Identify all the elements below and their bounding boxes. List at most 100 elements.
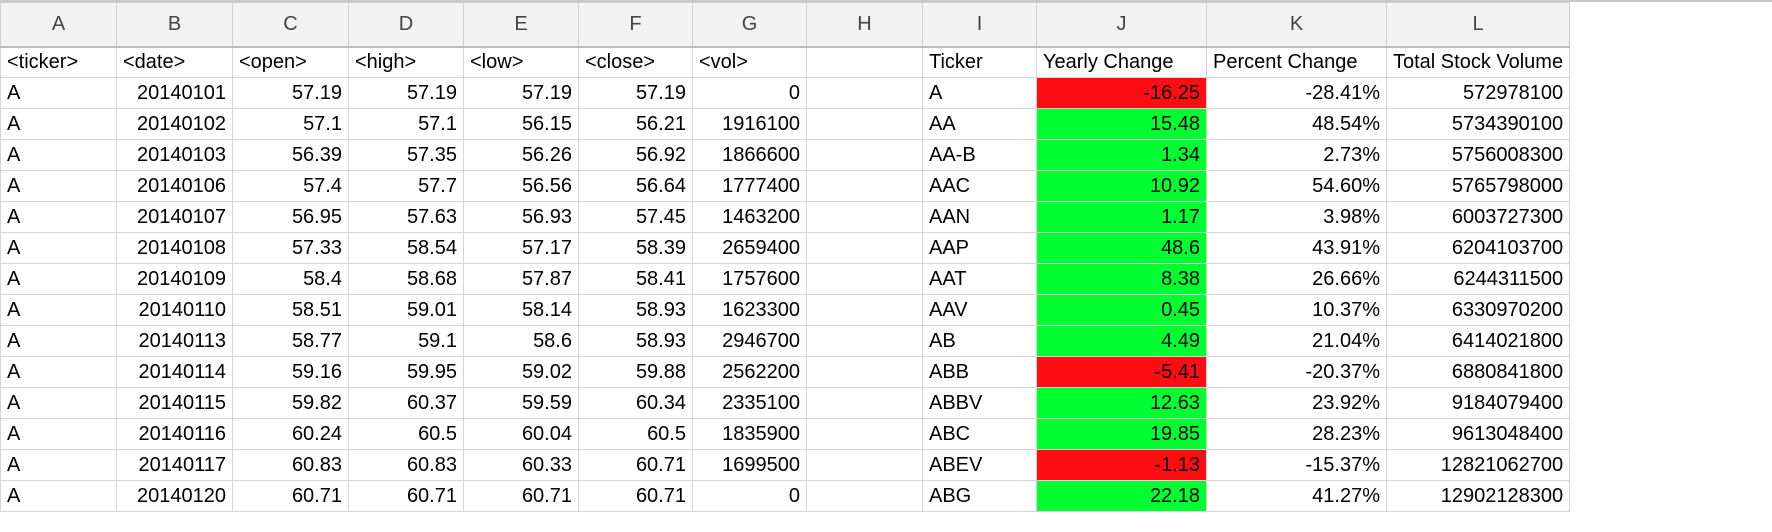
cell-high[interactable]: 57.19 [348, 77, 464, 109]
cell-low[interactable]: 56.26 [463, 139, 579, 171]
cell-total-volume[interactable]: 9184079400 [1385, 387, 1571, 419]
cell-percent-change[interactable]: 43.91% [1206, 232, 1387, 264]
cell-low[interactable]: 59.02 [463, 356, 579, 388]
cell-percent-change[interactable]: 2.73% [1206, 139, 1387, 171]
cell-date[interactable]: 20140113 [116, 325, 233, 357]
cell-low[interactable]: 58.6 [463, 325, 579, 357]
cell-summary-ticker[interactable]: AAV [922, 294, 1037, 326]
cell-high[interactable]: 59.1 [348, 325, 464, 357]
cell-empty[interactable] [806, 139, 923, 171]
cell-yearly-change[interactable]: 19.85 [1036, 418, 1207, 450]
cell-empty[interactable] [806, 201, 923, 233]
cell-percent-change[interactable]: 54.60% [1206, 170, 1387, 202]
cell-close[interactable]: 58.41 [578, 263, 693, 295]
cell-high[interactable]: 57.7 [348, 170, 464, 202]
cell-yearly-change[interactable]: -16.25 [1036, 77, 1207, 109]
cell-total-volume[interactable]: 12821062700 [1385, 449, 1571, 481]
cell-summary-ticker[interactable]: AA [922, 108, 1037, 140]
column-header-h[interactable]: H [806, 2, 923, 48]
cell-total-volume[interactable]: 6880841800 [1385, 356, 1571, 388]
cell-total-volume[interactable]: 5734390100 [1385, 108, 1571, 140]
cell-summary-ticker[interactable]: AAC [922, 170, 1037, 202]
column-header-i[interactable]: I [922, 2, 1037, 48]
cell-high[interactable]: 60.71 [348, 480, 464, 512]
cell-vol[interactable]: 2335100 [692, 387, 807, 419]
cell-summary-ticker[interactable]: AA-B [922, 139, 1037, 171]
cell-yearly-change[interactable]: -5.41 [1036, 356, 1207, 388]
cell-percent-change[interactable]: 21.04% [1206, 325, 1387, 357]
column-header-d[interactable]: D [348, 2, 464, 48]
cell-total-volume[interactable]: 9613048400 [1385, 418, 1571, 450]
cell-high[interactable]: 57.35 [348, 139, 464, 171]
header-cell-b[interactable]: <date> [116, 46, 233, 78]
cell-close[interactable]: 60.34 [578, 387, 693, 419]
column-header-k[interactable]: K [1206, 2, 1387, 48]
column-header-e[interactable]: E [463, 2, 579, 48]
cell-open[interactable]: 57.4 [232, 170, 349, 202]
cell-ticker[interactable]: A [0, 232, 117, 264]
cell-vol[interactable]: 1866600 [692, 139, 807, 171]
cell-close[interactable]: 60.5 [578, 418, 693, 450]
cell-yearly-change[interactable]: 1.17 [1036, 201, 1207, 233]
cell-low[interactable]: 59.59 [463, 387, 579, 419]
header-cell-d[interactable]: <high> [348, 46, 464, 78]
cell-yearly-change[interactable]: 15.48 [1036, 108, 1207, 140]
cell-summary-ticker[interactable]: A [922, 77, 1037, 109]
cell-close[interactable]: 56.64 [578, 170, 693, 202]
cell-ticker[interactable]: A [0, 356, 117, 388]
cell-close[interactable]: 57.45 [578, 201, 693, 233]
cell-low[interactable]: 56.93 [463, 201, 579, 233]
cell-summary-ticker[interactable]: AB [922, 325, 1037, 357]
cell-open[interactable]: 59.16 [232, 356, 349, 388]
cell-yearly-change[interactable]: 8.38 [1036, 263, 1207, 295]
cell-total-volume[interactable]: 6414021800 [1385, 325, 1571, 357]
cell-total-volume[interactable]: 6003727300 [1385, 201, 1571, 233]
column-header-c[interactable]: C [232, 2, 349, 48]
cell-summary-ticker[interactable]: ABG [922, 480, 1037, 512]
cell-vol[interactable]: 2946700 [692, 325, 807, 357]
cell-date[interactable]: 20140114 [116, 356, 233, 388]
cell-total-volume[interactable]: 5765798000 [1385, 170, 1571, 202]
column-header-a[interactable]: A [0, 2, 117, 48]
cell-open[interactable]: 56.39 [232, 139, 349, 171]
cell-yearly-change[interactable]: -1.13 [1036, 449, 1207, 481]
cell-empty[interactable] [806, 356, 923, 388]
cell-percent-change[interactable]: 10.37% [1206, 294, 1387, 326]
cell-summary-ticker[interactable]: ABBV [922, 387, 1037, 419]
cell-vol[interactable]: 1699500 [692, 449, 807, 481]
cell-empty[interactable] [806, 170, 923, 202]
cell-summary-ticker[interactable]: ABB [922, 356, 1037, 388]
cell-high[interactable]: 58.68 [348, 263, 464, 295]
cell-high[interactable]: 58.54 [348, 232, 464, 264]
cell-vol[interactable]: 2659400 [692, 232, 807, 264]
cell-close[interactable]: 56.92 [578, 139, 693, 171]
cell-low[interactable]: 60.33 [463, 449, 579, 481]
cell-ticker[interactable]: A [0, 418, 117, 450]
cell-date[interactable]: 20140108 [116, 232, 233, 264]
cell-date[interactable]: 20140110 [116, 294, 233, 326]
cell-date[interactable]: 20140106 [116, 170, 233, 202]
header-cell-f[interactable]: <close> [578, 46, 693, 78]
cell-empty[interactable] [806, 294, 923, 326]
header-cell-h[interactable] [806, 46, 923, 78]
cell-close[interactable]: 57.19 [578, 77, 693, 109]
cell-yearly-change[interactable]: 12.63 [1036, 387, 1207, 419]
cell-total-volume[interactable]: 6330970200 [1385, 294, 1571, 326]
column-header-g[interactable]: G [692, 2, 807, 48]
header-cell-c[interactable]: <open> [232, 46, 349, 78]
cell-summary-ticker[interactable]: ABEV [922, 449, 1037, 481]
cell-yearly-change[interactable]: 4.49 [1036, 325, 1207, 357]
cell-yearly-change[interactable]: 0.45 [1036, 294, 1207, 326]
cell-total-volume[interactable]: 6204103700 [1385, 232, 1571, 264]
cell-high[interactable]: 60.5 [348, 418, 464, 450]
cell-yearly-change[interactable]: 22.18 [1036, 480, 1207, 512]
cell-date[interactable]: 20140107 [116, 201, 233, 233]
cell-close[interactable]: 60.71 [578, 449, 693, 481]
cell-close[interactable]: 58.93 [578, 294, 693, 326]
cell-total-volume[interactable]: 12902128300 [1385, 480, 1571, 512]
cell-high[interactable]: 59.95 [348, 356, 464, 388]
cell-ticker[interactable]: A [0, 480, 117, 512]
cell-date[interactable]: 20140109 [116, 263, 233, 295]
header-cell-i[interactable]: Ticker [922, 46, 1037, 78]
cell-empty[interactable] [806, 387, 923, 419]
